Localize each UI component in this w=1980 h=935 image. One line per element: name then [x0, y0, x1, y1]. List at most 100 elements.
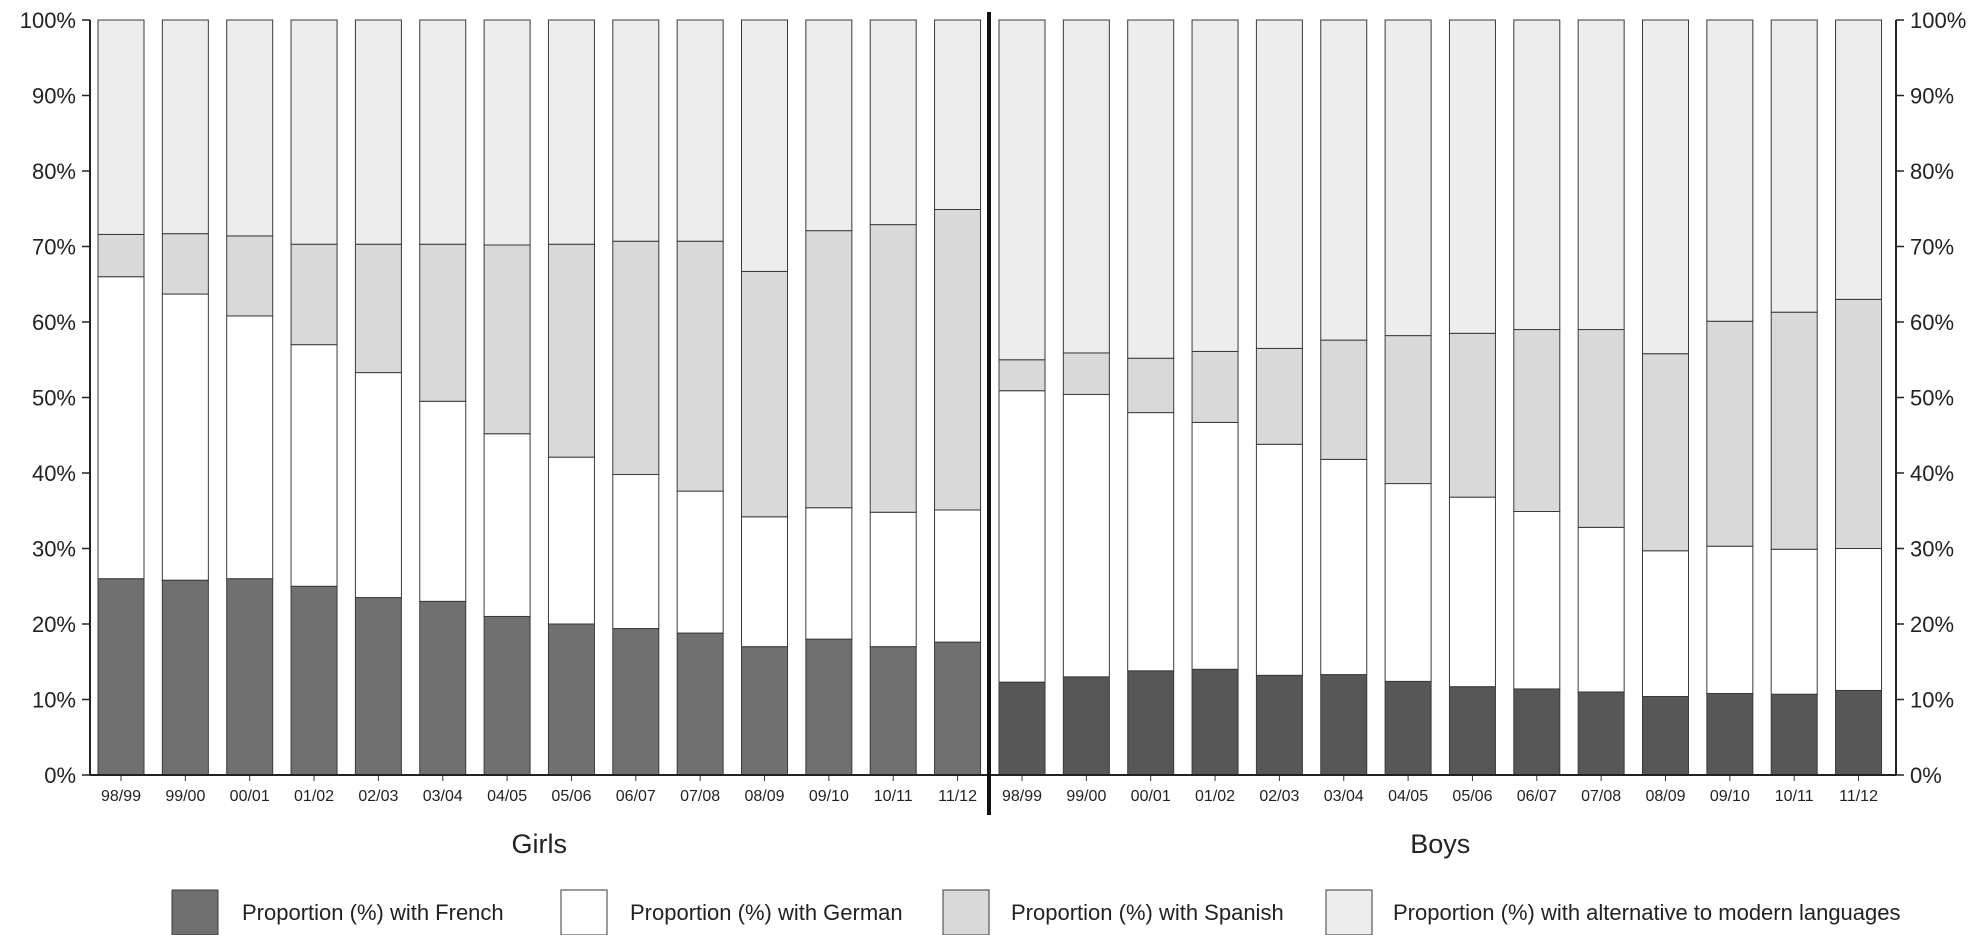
bar-girls-spanish-11-12[interactable]: [934, 209, 982, 511]
bar-girls-french-00-01[interactable]: [226, 578, 274, 776]
bar-boys-french-06-07[interactable]: [1513, 688, 1561, 776]
bar-girls-alternative-11-12[interactable]: [934, 19, 982, 211]
bar-girls-alternative-06-07[interactable]: [612, 19, 660, 242]
bar-girls-spanish-06-07[interactable]: [612, 240, 660, 476]
bar-boys-spanish-10-11[interactable]: [1770, 311, 1818, 550]
bar-girls-german-01-02[interactable]: [290, 344, 338, 587]
bar-girls-german-09-10[interactable]: [805, 507, 853, 640]
bar-boys-german-04-05[interactable]: [1384, 483, 1432, 682]
bar-girls-spanish-04-05[interactable]: [483, 244, 531, 435]
bar-girls-french-03-04[interactable]: [419, 600, 467, 776]
bar-boys-alternative-04-05[interactable]: [1384, 19, 1432, 337]
bar-boys-spanish-06-07[interactable]: [1513, 329, 1561, 513]
bar-boys-french-11-12[interactable]: [1835, 689, 1883, 776]
bar-girls-french-07-08[interactable]: [676, 632, 724, 776]
bar-girls-german-99-00[interactable]: [161, 293, 209, 581]
bar-girls-spanish-99-00[interactable]: [161, 233, 209, 295]
bar-girls-french-10-11[interactable]: [869, 646, 917, 776]
bar-girls-french-04-05[interactable]: [483, 615, 531, 776]
bar-boys-spanish-05-06[interactable]: [1448, 332, 1496, 498]
bar-boys-alternative-07-08[interactable]: [1577, 19, 1625, 331]
bar-girls-alternative-03-04[interactable]: [419, 19, 467, 245]
bar-boys-german-08-09[interactable]: [1642, 550, 1689, 697]
bar-boys-alternative-01-02[interactable]: [1191, 19, 1239, 352]
bar-boys-french-00-01[interactable]: [1127, 670, 1175, 776]
bar-girls-alternative-05-06[interactable]: [547, 19, 595, 245]
bar-boys-german-02-03[interactable]: [1255, 443, 1303, 676]
bar-boys-alternative-11-12[interactable]: [1835, 19, 1883, 300]
bar-boys-spanish-03-04[interactable]: [1320, 339, 1368, 460]
bar-boys-spanish-08-09[interactable]: [1642, 353, 1689, 552]
bar-boys-french-09-10[interactable]: [1706, 692, 1754, 776]
bar-boys-spanish-00-01[interactable]: [1127, 357, 1175, 414]
bar-girls-german-00-01[interactable]: [226, 315, 274, 580]
bar-girls-french-11-12[interactable]: [934, 641, 982, 776]
bar-girls-alternative-04-05[interactable]: [483, 19, 531, 246]
bar-girls-alternative-02-03[interactable]: [354, 19, 402, 245]
bar-boys-spanish-99-00[interactable]: [1062, 352, 1110, 395]
bar-boys-french-98-99[interactable]: [998, 681, 1046, 776]
bar-girls-french-01-02[interactable]: [290, 585, 338, 776]
bar-girls-german-02-03[interactable]: [354, 372, 402, 599]
bar-boys-french-02-03[interactable]: [1255, 674, 1303, 776]
bar-girls-spanish-98-99[interactable]: [97, 233, 145, 278]
bar-girls-german-11-12[interactable]: [934, 509, 982, 643]
bar-boys-german-06-07[interactable]: [1513, 511, 1561, 690]
bar-girls-spanish-02-03[interactable]: [354, 243, 402, 374]
bar-boys-german-05-06[interactable]: [1448, 496, 1496, 688]
bar-girls-spanish-07-08[interactable]: [676, 240, 724, 492]
bar-boys-french-07-08[interactable]: [1577, 691, 1625, 776]
bar-girls-alternative-07-08[interactable]: [676, 19, 724, 242]
bar-boys-alternative-05-06[interactable]: [1448, 19, 1496, 334]
bar-boys-alternative-06-07[interactable]: [1513, 19, 1561, 331]
bar-girls-german-05-06[interactable]: [547, 456, 595, 625]
bar-girls-alternative-99-00[interactable]: [161, 19, 209, 235]
bar-boys-alternative-99-00[interactable]: [1062, 19, 1110, 354]
bar-boys-french-05-06[interactable]: [1448, 686, 1496, 776]
bar-boys-spanish-04-05[interactable]: [1384, 335, 1432, 485]
bar-girls-spanish-10-11[interactable]: [869, 224, 917, 513]
bar-boys-spanish-07-08[interactable]: [1577, 329, 1625, 528]
bar-boys-german-98-99[interactable]: [998, 390, 1046, 683]
bar-girls-spanish-01-02[interactable]: [290, 243, 338, 346]
bar-boys-alternative-02-03[interactable]: [1255, 19, 1303, 349]
bar-girls-spanish-03-04[interactable]: [419, 243, 467, 402]
bar-girls-spanish-05-06[interactable]: [547, 243, 595, 458]
bar-girls-french-05-06[interactable]: [547, 623, 595, 776]
bar-girls-german-06-07[interactable]: [612, 474, 660, 630]
bar-girls-german-98-99[interactable]: [97, 276, 145, 580]
bar-girls-german-03-04[interactable]: [419, 400, 467, 602]
bar-girls-spanish-08-09[interactable]: [741, 270, 788, 518]
bar-girls-alternative-08-09[interactable]: [741, 19, 788, 272]
bar-girls-french-02-03[interactable]: [354, 597, 402, 776]
bar-girls-german-08-09[interactable]: [741, 516, 788, 648]
bar-boys-alternative-98-99[interactable]: [998, 19, 1046, 361]
bar-boys-spanish-02-03[interactable]: [1255, 347, 1303, 445]
bar-girls-alternative-10-11[interactable]: [869, 19, 917, 226]
bar-girls-alternative-01-02[interactable]: [290, 19, 338, 245]
bar-boys-spanish-09-10[interactable]: [1706, 320, 1754, 547]
bar-boys-german-03-04[interactable]: [1320, 458, 1368, 676]
bar-boys-french-04-05[interactable]: [1384, 680, 1432, 776]
bar-girls-french-09-10[interactable]: [805, 638, 853, 776]
bar-boys-german-11-12[interactable]: [1835, 548, 1883, 691]
bar-boys-german-09-10[interactable]: [1706, 545, 1754, 694]
bar-girls-french-99-00[interactable]: [161, 579, 209, 776]
bar-boys-french-10-11[interactable]: [1770, 693, 1818, 776]
bar-boys-spanish-98-99[interactable]: [998, 359, 1046, 392]
bar-boys-alternative-09-10[interactable]: [1706, 19, 1754, 322]
bar-girls-german-07-08[interactable]: [676, 490, 724, 634]
bar-boys-german-07-08[interactable]: [1577, 526, 1625, 693]
bar-boys-french-03-04[interactable]: [1320, 674, 1368, 776]
bar-boys-german-00-01[interactable]: [1127, 412, 1175, 672]
bar-girls-alternative-09-10[interactable]: [805, 19, 853, 232]
bar-girls-french-06-07[interactable]: [612, 628, 660, 776]
bar-boys-german-99-00[interactable]: [1062, 393, 1110, 678]
bar-boys-alternative-03-04[interactable]: [1320, 19, 1368, 341]
bar-girls-spanish-00-01[interactable]: [226, 235, 274, 317]
bar-boys-french-99-00[interactable]: [1062, 676, 1110, 776]
bar-girls-french-08-09[interactable]: [741, 646, 788, 776]
bar-boys-german-10-11[interactable]: [1770, 548, 1818, 695]
bar-girls-spanish-09-10[interactable]: [805, 230, 853, 509]
bar-boys-alternative-10-11[interactable]: [1770, 19, 1818, 313]
